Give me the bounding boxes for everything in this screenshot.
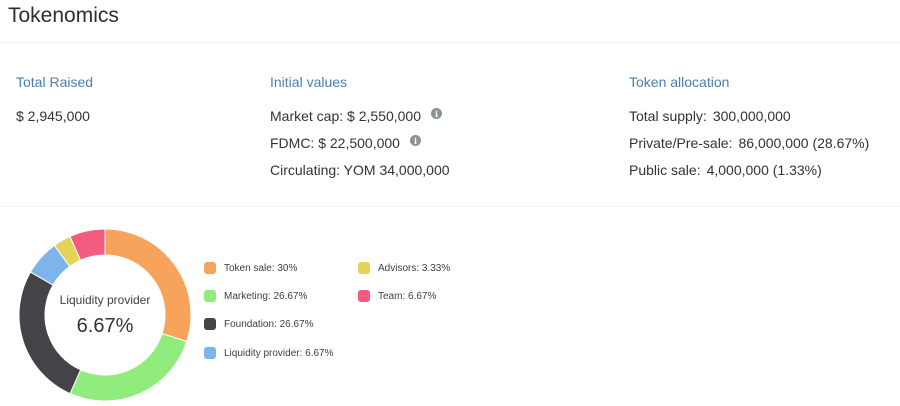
donut-slice-0[interactable] [104,228,192,343]
donut-chart: Liquidity provider 6.67% [18,228,192,402]
legend-label: Advisors: 3.33% [378,262,451,274]
legend-item[interactable]: Marketing: 26.67% [204,290,307,302]
legend-label: Foundation: 26.67% [224,318,314,330]
donut-svg [18,228,192,402]
token-allocation-section: Token allocation Total supply: 300,000,0… [629,74,869,183]
donut-slice-2[interactable] [18,271,82,395]
initial-values-section: Initial values Market cap: $ 2,550,000 i… [270,74,450,183]
private-sale-value: 86,000,000 (28.67%) [738,134,870,151]
legend-label: Team: 6.67% [378,290,437,302]
donut-slice-1[interactable] [69,332,188,402]
legend-item[interactable]: Liquidity provider: 6.67% [204,347,334,359]
total-supply-label: Total supply: [629,107,707,124]
legend-swatch [358,262,370,274]
legend-swatch [204,290,216,302]
fdmc-text: FDMC: $ 22,500,000 [270,134,400,151]
legend-item[interactable]: Token sale: 30% [204,262,297,274]
initial-values-heading: Initial values [270,74,348,90]
info-icon[interactable]: i [409,135,421,146]
section-divider [0,206,900,207]
legend-label: Token sale: 30% [224,262,298,274]
info-icon[interactable]: i [431,108,442,119]
market-cap-text: Market cap: $ 2,550,000 [270,107,421,124]
legend-swatch [204,347,216,359]
public-sale-label: Public sale: [629,161,701,178]
header-divider [0,42,900,43]
private-sale-row: Private/Pre-sale: 86,000,000 (28.67%) [629,129,869,156]
total-raised-amount: $ 2,945,000 [16,107,90,124]
legend-swatch [204,262,216,274]
total-supply-row: Total supply: 300,000,000 [629,102,869,129]
legend-item[interactable]: Team: 6.67% [358,290,436,302]
public-sale-row: Public sale: 4,000,000 (1.33%) [629,156,869,183]
chart-legend: Token sale: 30% Marketing: 26.67% Foundati… [204,262,504,382]
market-cap-row: Market cap: $ 2,550,000 i [270,102,450,129]
circulating-text: Circulating: YOM 34,000,000 [270,161,450,178]
token-allocation-heading: Token allocation [629,74,730,90]
public-sale-value: 4,000,000 (1.33%) [706,161,822,178]
legend-item[interactable]: Foundation: 26.67% [204,318,314,330]
legend-swatch [358,290,370,302]
total-raised-value: $ 2,945,000 [16,102,93,129]
legend-label: Marketing: 26.67% [224,290,308,302]
total-raised-heading: Total Raised [16,74,94,90]
total-raised-section: Total Raised $ 2,945,000 [16,74,93,129]
legend-swatch [204,318,216,330]
donut-slice-5[interactable] [69,228,106,261]
total-supply-value: 300,000,000 [712,107,791,124]
legend-item[interactable]: Advisors: 3.33% [358,262,450,274]
fdmc-row: FDMC: $ 22,500,000 i [270,129,450,156]
page-title: Tokenomics [8,4,119,27]
private-sale-label: Private/Pre-sale: [629,134,733,151]
circulating-row: Circulating: YOM 34,000,000 [270,156,450,183]
legend-label: Liquidity provider: 6.67% [224,347,334,359]
